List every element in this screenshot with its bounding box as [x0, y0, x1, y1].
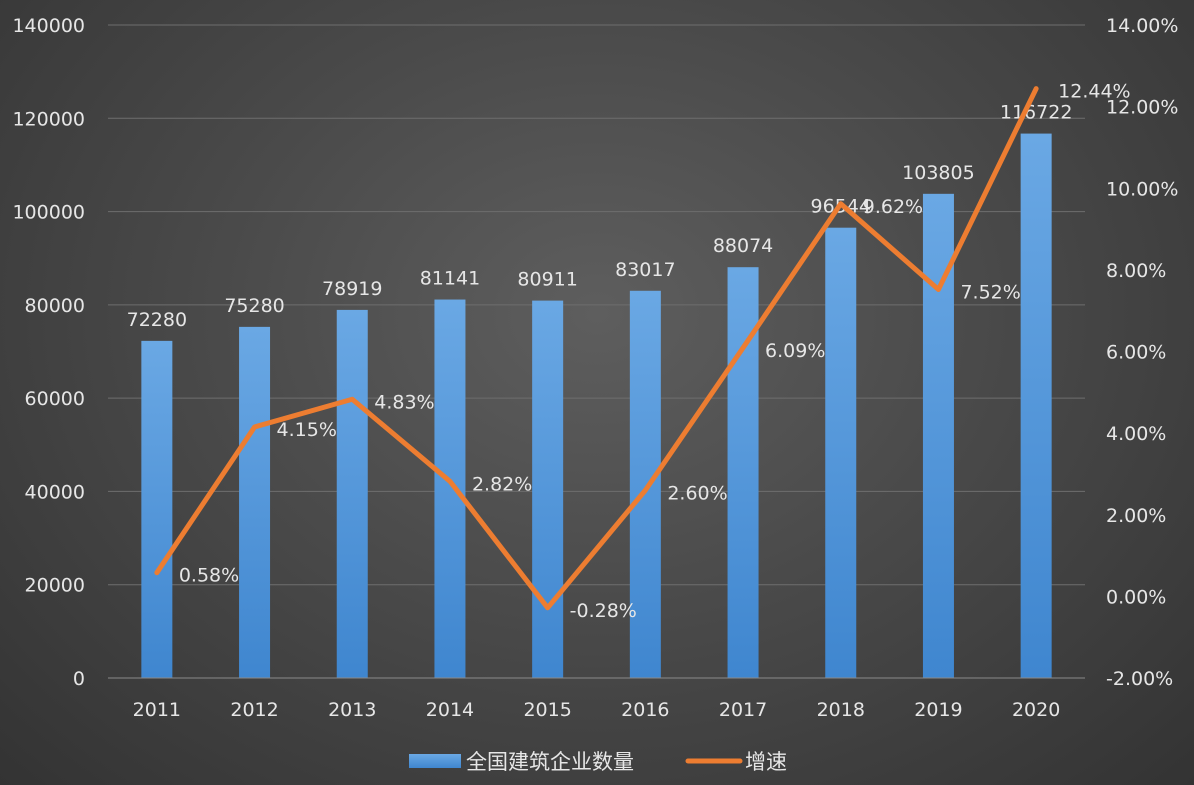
line-value-label: 0.58% [179, 565, 239, 587]
bar-value-label: 72280 [127, 309, 187, 331]
legend: 全国建筑企业数量 增速 [409, 750, 787, 774]
line-value-label: 4.83% [374, 391, 434, 413]
legend-bar-label: 全国建筑企业数量 [466, 750, 634, 774]
left-y-axis: 0 20000 40000 60000 80000 100000 120000 140000 [12, 15, 85, 690]
x-tick-label: 2011 [133, 699, 181, 721]
bar-2013 [336, 309, 368, 678]
line-value-label: -0.28% [570, 600, 637, 622]
legend-bar-swatch [409, 754, 461, 768]
right-y-axis: -2.00% 0.00% 2.00% 4.00% 6.00% 8.00% 10.00% 12.… [1106, 15, 1178, 690]
bar-2014 [434, 299, 466, 678]
bar-value-label: 88074 [713, 235, 773, 257]
line-value-label: 12.44% [1058, 81, 1130, 103]
right-y-tick-label: 14.00% [1106, 15, 1178, 37]
x-tick-label: 2015 [523, 699, 571, 721]
left-y-tick-label: 140000 [12, 15, 85, 37]
bar-value-label: 116722 [1000, 102, 1073, 124]
x-tick-label: 2013 [328, 699, 376, 721]
line-value-label: 6.09% [765, 340, 825, 362]
right-y-tick-label: 10.00% [1106, 178, 1178, 200]
line-data-labels: 0.58% 4.15% 4.83% 2.82% -0.28% 2.60% 6.09% 9.62… [179, 81, 1131, 622]
grid-lines [108, 24, 1085, 586]
bar-value-label: 83017 [615, 259, 675, 281]
line-value-label: 7.52% [960, 281, 1020, 303]
x-tick-label: 2020 [1012, 699, 1060, 721]
left-y-tick-label: 0 [73, 668, 85, 690]
left-y-tick-label: 80000 [25, 295, 85, 317]
legend-line-label: 增速 [745, 750, 787, 774]
right-y-tick-label: 6.00% [1106, 342, 1166, 364]
growth-line [154, 86, 1039, 611]
x-tick-label: 2017 [719, 699, 767, 721]
bar-value-label: 75280 [224, 295, 284, 317]
bar-2016 [629, 290, 661, 678]
bar-2011 [141, 340, 173, 678]
line-value-label: 4.15% [277, 419, 337, 441]
right-y-tick-label: 12.00% [1106, 97, 1178, 119]
left-y-tick-label: 40000 [25, 481, 85, 503]
left-y-tick-label: 20000 [25, 575, 85, 597]
x-tick-label: 2012 [230, 699, 278, 721]
bar-value-label: 103805 [902, 162, 975, 184]
left-y-tick-label: 100000 [12, 202, 85, 224]
right-y-tick-label: 0.00% [1106, 586, 1166, 608]
line-series [154, 86, 1039, 611]
right-y-tick-label: 4.00% [1106, 423, 1166, 445]
bar-2019 [922, 193, 954, 678]
x-axis: 2011 2012 2013 2014 2015 2016 2017 2018 2019 2020 [108, 677, 1085, 721]
x-tick-label: 2014 [426, 699, 474, 721]
bar-value-label: 80911 [517, 269, 577, 291]
right-y-tick-label: 8.00% [1106, 260, 1166, 282]
left-y-tick-label: 120000 [12, 108, 85, 130]
line-value-label: 2.82% [472, 473, 532, 495]
line-value-label: 9.62% [863, 196, 923, 218]
right-y-tick-label: -2.00% [1106, 668, 1173, 690]
bar-2020 [1020, 133, 1052, 678]
bar-2018 [825, 227, 857, 678]
left-y-tick-label: 60000 [25, 388, 85, 410]
x-tick-label: 2016 [621, 699, 669, 721]
x-tick-label: 2018 [817, 699, 865, 721]
bar-value-label: 78919 [322, 278, 382, 300]
line-value-label: 2.60% [667, 482, 727, 504]
x-tick-label: 2019 [914, 699, 962, 721]
bar-2012 [239, 326, 271, 678]
bar-2015 [532, 300, 564, 678]
bar-value-label: 81141 [420, 268, 480, 290]
right-y-tick-label: 2.00% [1106, 505, 1166, 527]
